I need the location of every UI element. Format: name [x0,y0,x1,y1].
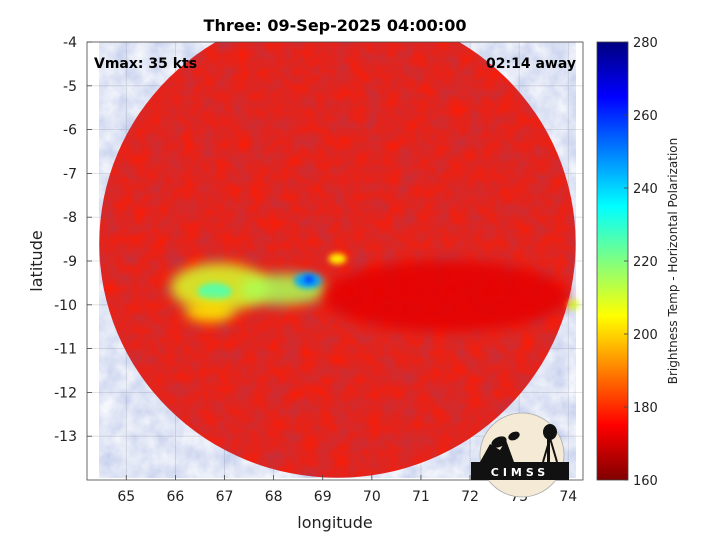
x-axis-label: longitude [297,513,372,532]
swath-texture [99,42,576,478]
colorbar [596,41,629,481]
x-tick-label: 68 [265,489,283,505]
x-tick-label: 70 [363,489,381,505]
colorbar-label: Brightness Temp - Horizontal Polarizatio… [666,138,680,385]
x-tick-label: 71 [412,489,430,505]
y-tick-label: -6 [63,123,77,139]
feature-cold-spot-east [567,299,580,311]
y-tick-label: -12 [54,385,77,401]
x-tick-label: 69 [314,489,332,505]
colorbar-tick-label: 280 [633,36,658,51]
feature-cold-spot-ne [328,253,347,265]
feature-core-inner [304,275,314,283]
colorbar-ticks: 280 260 240 220 200 180 160 [624,36,658,489]
x-tick-label: 65 [117,489,135,505]
feature-darker-band [322,261,569,332]
colorbar-tick-label: 160 [633,474,658,489]
y-tick-label: -4 [63,35,77,51]
cimss-logo: CIMSS [471,412,569,498]
vmax-annotation: Vmax: 35 kts [94,56,197,72]
feature-warm-spot-west [197,282,232,301]
x-tick-label: 72 [461,489,479,505]
y-tick-label: -5 [63,79,77,95]
colorbar-tick-label: 240 [633,182,658,197]
swath [99,42,576,478]
features [170,253,580,332]
y-tick-label: -9 [63,254,77,270]
colorbar-tick-label: 180 [633,401,658,416]
time-away-annotation: 02:14 away [486,56,576,72]
y-tick-label: -11 [54,342,77,358]
y-tick-label: -8 [63,210,77,226]
colorbar-tick-label: 260 [633,109,658,124]
x-tick-label: 74 [559,489,577,505]
x-tick-label: 66 [166,489,184,505]
y-axis-label: latitude [27,230,46,291]
y-tick-label: -13 [54,429,77,445]
colorbar-tick-label: 200 [633,328,658,343]
y-tick-label: -7 [63,166,77,182]
x-tick-label: 67 [216,489,234,505]
feature-cold-cluster-south [185,300,235,323]
y-tick-label: -10 [54,298,77,314]
logo-text: CIMSS [491,466,549,479]
y-ticks: -4 -5 -6 -7 -8 -9 -10 -11 -12 -13 [54,35,92,445]
colorbar-tick-label: 220 [633,255,658,270]
chart-title: Three: 09-Sep-2025 04:00:00 [204,16,467,35]
